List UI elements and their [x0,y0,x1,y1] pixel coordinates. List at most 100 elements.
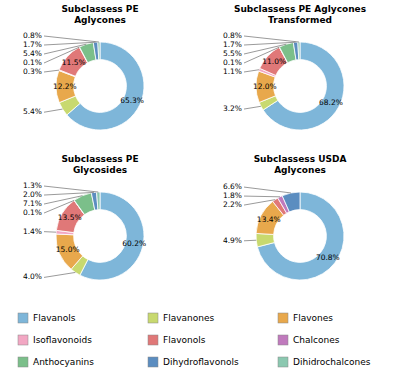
chart-title: Subclassess PEAglycones [61,4,138,25]
data-label: 5.5% [223,49,242,58]
title-line: Aglycones [274,165,326,175]
legend-label: Flavanones [163,313,214,323]
donut-slice [97,192,100,210]
legend-item: Flavanones [148,313,214,324]
title-line: Glycosides [73,165,127,175]
data-label: 1.8% [223,191,242,200]
legend-label: Flavones [293,313,333,323]
legend-swatch [278,357,288,367]
legend-item: Chalcones [278,335,340,346]
data-label: 4.9% [223,236,242,245]
data-label: 1.4% [23,227,42,236]
legend-item: Dihydroflavonols [148,357,239,368]
leader-line [244,44,286,54]
chart-title: Subclassess USDAAglycones [254,154,347,175]
title-line: Transformed [268,15,332,25]
leader-line [44,192,94,195]
data-label: 0.1% [23,208,42,217]
legend-swatch [278,313,288,323]
leader-line [44,47,79,63]
data-labels: 68.2%12.0%11.0%0.8%1.7%5.5%0.1%1.1%3.2% [223,31,343,113]
legend-swatch [18,313,28,323]
data-label: 12.2% [53,82,77,91]
donut-slice [98,42,100,60]
legend-swatch [148,313,158,323]
data-label: 0.1% [23,58,42,67]
leader-line [44,44,86,54]
data-label: 5.4% [23,49,42,58]
legend-label: Chalcones [293,335,340,345]
leader-line [244,187,291,193]
data-label: 2.2% [223,200,242,209]
leader-line [44,196,82,204]
data-label: 1.3% [23,181,42,190]
data-label: 0.3% [23,67,42,76]
legend-item: Dihidrochalcones [278,357,371,368]
leader-line [244,42,296,45]
data-label: 6.6% [223,182,242,191]
data-label: 68.2% [319,98,343,107]
slices [256,192,344,280]
donut-slice [282,192,300,212]
data-label: 65.3% [120,96,144,105]
leader-line [44,200,74,213]
title-line: Subclassess USDA [254,154,347,164]
legend-item: Flavones [278,313,333,324]
slices [56,192,144,280]
leader-line [44,70,59,72]
title-line: Subclassess PE [61,154,138,164]
legend-label: Dihidrochalcones [293,357,371,367]
legend-item: Anthocyanins [18,357,94,368]
data-label: 11.5% [62,58,86,67]
leader-line [244,47,279,63]
donut-chart: Subclassess USDAAglycones 70.8% 13.4% 6.6%1… [223,154,346,280]
data-label: 0.8% [23,31,42,40]
leader-line [244,196,280,198]
leader-line [44,109,63,112]
data-label: 13.4% [257,215,281,224]
legend-item: Flavanols [18,313,76,324]
leader-line [244,36,299,42]
data-label: 1.1% [223,67,242,76]
legend-label: Isoflavonoids [33,335,92,345]
legend-label: Flavonols [163,335,206,345]
chart-root: Subclassess PEAglycones65.3%12.2%11.5%0.… [0,0,400,386]
chart-title: Subclassess PE AglyconesTransformed [234,4,366,25]
legend-item: Flavonols [148,335,206,346]
title-line: Subclassess PE [61,4,138,14]
data-label: 5.4% [23,107,42,116]
leader-line [244,106,261,109]
title-line: Subclassess PE Aglycones [234,4,366,14]
legend-label: Flavanols [33,313,76,323]
leader-line [44,186,98,192]
data-labels: 60.2%15.0%13.5%1.3%2.0%7.1%0.1%1.4%4.0% [23,181,146,281]
title-line: Aglycones [74,15,126,25]
donut-slice [256,233,274,246]
data-label: 60.2% [122,239,146,248]
donut-chart: Subclassess PEAglycones 65.3% 12.2% 11.5% 0.… [23,4,144,130]
data-label: 13.5% [58,213,82,222]
data-label: 1.7% [223,40,242,49]
data-label: 12.0% [253,82,277,91]
data-label: 1.7% [23,40,42,49]
data-labels: 65.3%12.2%11.5%0.8%1.7%5.4%0.1%0.3%5.4% [23,31,144,116]
data-labels: 70.8% 13.4% 6.6%1.8%2.2% 4.9% [223,182,340,262]
legend-label: Anthocyanins [33,357,94,367]
data-label: 11.0% [262,57,286,66]
data-label: 70.8% [316,253,340,262]
leader-line [244,200,275,205]
leader-line [44,231,56,233]
legend-item: Isoflavonoids [18,335,92,346]
leader-line [244,240,256,242]
legend-swatch [18,357,28,367]
legend-swatch [148,357,158,367]
donut-slice [56,234,83,269]
leader-line [44,272,75,277]
legend-swatch [278,335,288,345]
data-label: 7.1% [23,199,42,208]
donut-chart: Subclassess PE AglyconesTransformed 68.2%… [223,4,366,130]
donut-slice [298,42,300,60]
legend: Flavanols Flavanones Flavones Isoflavonoids… [18,313,371,368]
chart-title: Subclassess PEGlycosides [61,154,138,175]
data-label: 3.2% [223,104,242,113]
